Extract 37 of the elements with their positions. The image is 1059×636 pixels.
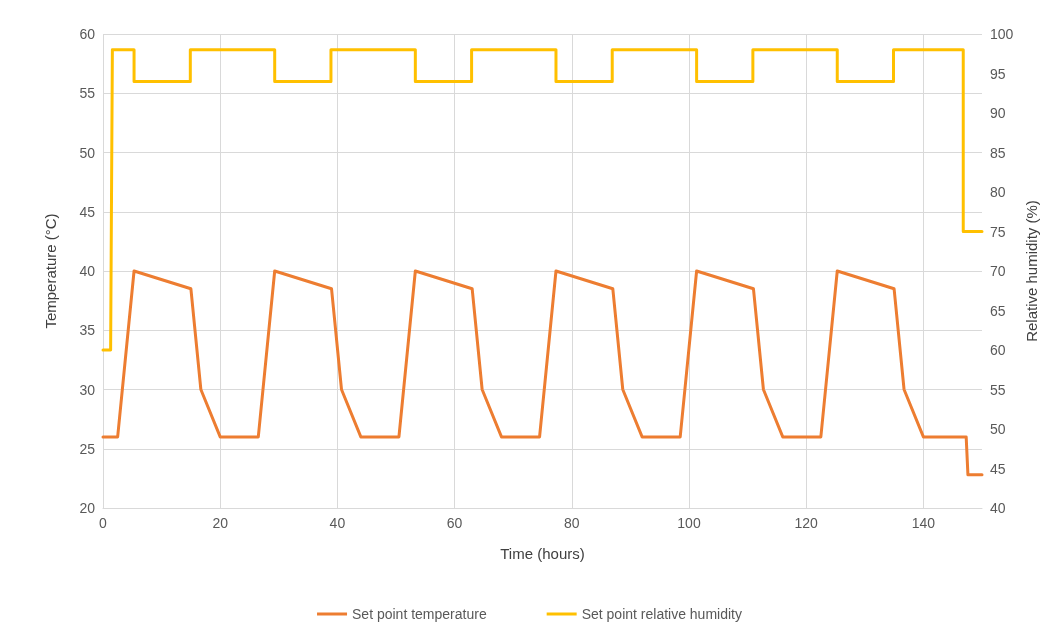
x-tick-label: 100 — [677, 515, 701, 531]
y2-axis-title: Relative humidity (%) — [1023, 200, 1041, 342]
y-tick-label: 20 — [79, 500, 96, 516]
y2-tick-label: 50 — [990, 421, 1006, 437]
y-tick-label: 35 — [79, 322, 96, 339]
y2-tick-label: 85 — [990, 144, 1006, 161]
y2-tick-label: 55 — [990, 381, 1006, 398]
legend-label: Set point temperature — [352, 606, 487, 622]
y-tick-label: 50 — [79, 144, 96, 161]
y2-tick-label: 75 — [990, 223, 1006, 240]
y2-tick-label: 70 — [990, 263, 1006, 279]
y2-tick-label: 65 — [990, 302, 1006, 319]
x-tick-label: 80 — [564, 515, 580, 531]
y2-tick-label: 90 — [990, 105, 1006, 121]
y2-tick-label: 100 — [990, 26, 1014, 42]
line-series — [101, 48, 984, 352]
y2-tick-label: 40 — [990, 500, 1006, 516]
x-tick-label: 120 — [794, 515, 819, 531]
x-axis-title: Time (hours) — [500, 545, 585, 562]
y-tick-label: 30 — [79, 381, 96, 398]
x-tick-label: 20 — [212, 515, 229, 531]
y-tick-label: 60 — [79, 26, 96, 42]
y-axis-title: Temperature (°C) — [42, 213, 59, 329]
y2-tick-label: 60 — [990, 342, 1006, 358]
y-tick-label: 55 — [79, 85, 96, 102]
y2-tick-label: 80 — [990, 184, 1006, 200]
legend-label: Set point relative humidity — [581, 606, 742, 622]
x-tick-label: 0 — [99, 515, 108, 531]
x-tick-label: 60 — [446, 515, 463, 531]
y-tick-label: 40 — [79, 263, 96, 279]
y-tick-label: 45 — [79, 203, 96, 220]
y2-tick-label: 45 — [990, 460, 1006, 477]
line-series — [101, 269, 984, 477]
x-tick-label: 140 — [911, 515, 936, 531]
x-tick-label: 40 — [329, 515, 346, 531]
y2-tick-label: 95 — [990, 65, 1006, 82]
y-tick-label: 25 — [79, 440, 96, 457]
